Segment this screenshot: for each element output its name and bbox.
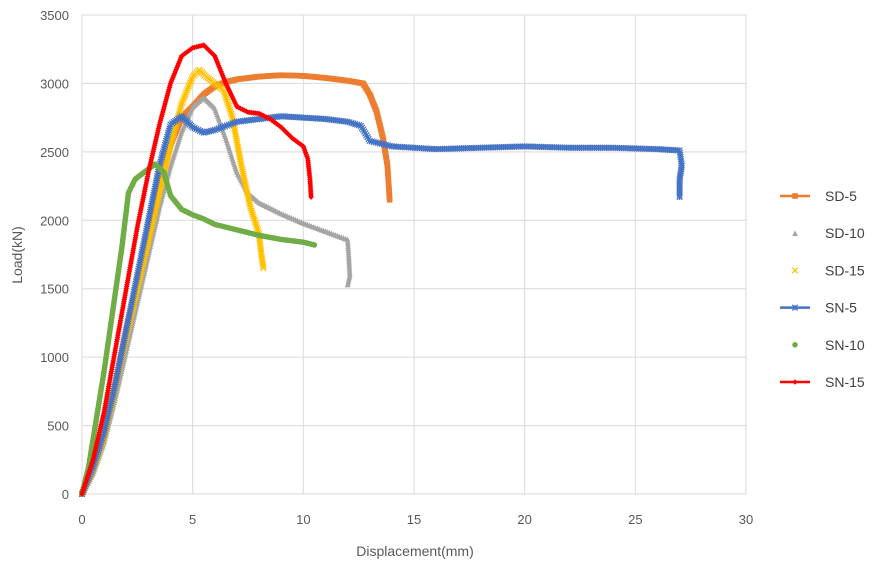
data-point-sd-15 xyxy=(253,224,261,232)
data-point-sd-15 xyxy=(227,108,234,116)
data-point-sd-15 xyxy=(181,92,188,100)
data-point-sd-15 xyxy=(260,264,267,272)
data-point-sd-15 xyxy=(259,263,267,270)
data-point-sd-15 xyxy=(225,102,232,110)
data-point-sd-15 xyxy=(220,87,227,94)
x-tick-label: 10 xyxy=(296,512,310,527)
data-point-sd-15 xyxy=(224,100,232,108)
data-point-sd-15 xyxy=(186,81,193,88)
grid xyxy=(81,14,747,495)
data-point-sd-15 xyxy=(250,215,258,222)
x-tick-label: 20 xyxy=(517,512,531,527)
data-point-sd-15 xyxy=(177,102,185,110)
data-point-sn-10 xyxy=(311,242,318,248)
data-point-sn-5 xyxy=(676,193,683,201)
y-tick-label: 0 xyxy=(62,487,69,502)
y-axis-title: Load(kN) xyxy=(9,226,25,284)
legend-label-sd-5: SD-5 xyxy=(825,188,857,204)
data-point-sd-15 xyxy=(221,89,228,96)
data-point-sd-15 xyxy=(221,90,229,98)
data-point-sd-15 xyxy=(223,96,231,104)
data-point-sd-15 xyxy=(226,104,233,112)
legend-item-sn-10: SN-10 xyxy=(792,337,865,353)
x-tick-label: 25 xyxy=(628,512,642,527)
data-point-sd-10 xyxy=(344,281,351,288)
x-tick-label: 15 xyxy=(407,512,421,527)
data-point-sd-15 xyxy=(180,94,188,102)
series-sn-10 xyxy=(79,161,318,497)
legend-item-sd-5: SD-5 xyxy=(780,188,857,204)
data-point-sd-15 xyxy=(252,219,259,226)
data-point-sd-15 xyxy=(183,89,190,96)
data-point-sd-15 xyxy=(184,85,192,92)
data-point-sd-15 xyxy=(179,96,187,104)
data-point-sn-15 xyxy=(229,94,236,100)
data-point-sd-15 xyxy=(252,220,260,228)
legend: SD-5 SD-10 SD-15 SN-5 SN-10 SN-15 xyxy=(780,188,865,390)
data-point-sd-15 xyxy=(248,207,255,214)
legend-label-sd-15: SD-15 xyxy=(825,262,865,278)
data-point-sd-15 xyxy=(250,213,257,220)
legend-marker-sd-15 xyxy=(791,267,799,274)
data-point-sd-15 xyxy=(179,98,186,106)
x-axis-title: Displacement(mm) xyxy=(356,543,473,559)
data-point-sd-15 xyxy=(182,90,189,98)
y-tick-label: 2000 xyxy=(40,213,69,228)
data-point-sn-15 xyxy=(224,84,231,91)
data-point-sn-15 xyxy=(232,100,238,106)
legend-label-sn-10: SN-10 xyxy=(825,337,865,353)
y-tick-label: 2500 xyxy=(40,145,69,160)
legend-marker-sd-5 xyxy=(792,193,798,199)
legend-item-sd-15: SD-15 xyxy=(791,262,865,278)
data-point-sd-15 xyxy=(178,100,185,108)
data-point-sd-15 xyxy=(228,110,235,117)
legend-item-sd-10: SD-10 xyxy=(792,225,865,241)
legend-label-sn-5: SN-5 xyxy=(825,300,857,316)
data-point-sd-15 xyxy=(224,98,231,106)
data-point-sd-15 xyxy=(249,211,256,218)
data-point-sd-15 xyxy=(188,75,196,82)
data-point-sd-15 xyxy=(183,87,191,94)
x-tick-label: 5 xyxy=(189,512,196,527)
legend-item-sn-15: SN-15 xyxy=(780,374,865,390)
data-point-sd-5 xyxy=(386,196,393,203)
series-sn-15 xyxy=(79,42,314,497)
legend-marker-sn-10 xyxy=(792,342,798,348)
legend-marker-sn-5 xyxy=(791,304,799,311)
data-point-sd-15 xyxy=(246,203,254,210)
plot-area xyxy=(78,42,686,498)
data-point-sd-15 xyxy=(253,222,260,230)
data-point-sd-15 xyxy=(251,217,258,224)
data-point-sd-15 xyxy=(247,205,255,212)
y-tick-label: 500 xyxy=(47,419,69,434)
data-point-sd-15 xyxy=(222,92,229,100)
data-point-sn-15 xyxy=(226,88,233,94)
x-tick-label: 30 xyxy=(739,512,753,527)
legend-marker-sd-10 xyxy=(792,230,798,236)
tick-labels: 0 5 10 15 20 25 30 0 500 1000 1500 2000 2500 3000 3500 xyxy=(40,8,753,527)
y-tick-label: 1500 xyxy=(40,282,69,297)
data-point-sd-15 xyxy=(185,83,192,90)
y-tick-label: 3000 xyxy=(40,76,69,91)
y-tick-label: 3500 xyxy=(40,8,69,23)
legend-label-sn-15: SN-15 xyxy=(825,374,865,390)
data-point-sd-15 xyxy=(222,94,230,102)
series-sd-10 xyxy=(79,94,353,497)
data-point-sn-15 xyxy=(308,194,314,200)
data-point-sd-15 xyxy=(187,77,195,84)
data-point-sd-15 xyxy=(187,79,194,86)
y-tick-label: 1000 xyxy=(40,350,69,365)
data-point-sd-15 xyxy=(226,106,234,114)
legend-marker-sn-15 xyxy=(792,379,798,385)
legend-label-sd-10: SD-10 xyxy=(825,225,865,241)
data-point-sn-15 xyxy=(228,92,235,98)
legend-item-sn-5: SN-5 xyxy=(780,300,857,316)
data-point-sd-15 xyxy=(248,209,256,216)
x-tick-label: 0 xyxy=(78,512,85,527)
